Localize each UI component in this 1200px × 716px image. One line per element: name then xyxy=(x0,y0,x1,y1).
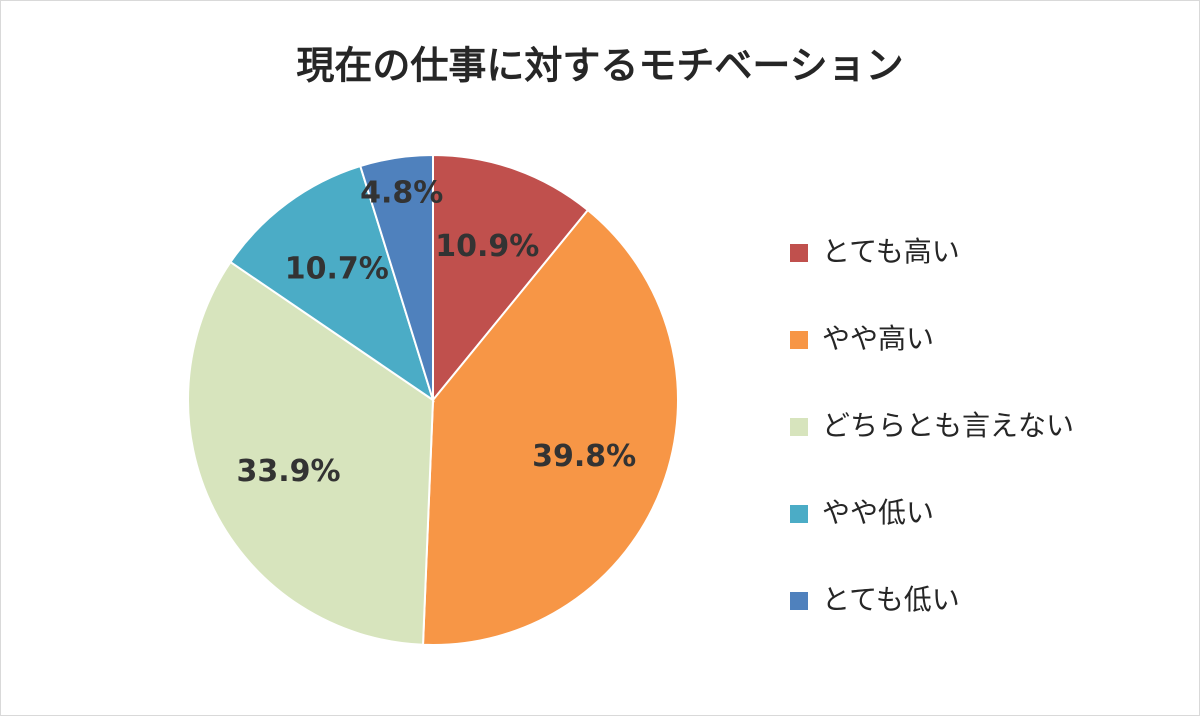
data-label: 4.8% xyxy=(360,176,443,211)
pie-slice xyxy=(421,208,679,646)
pie-slice xyxy=(229,164,435,403)
legend-swatch xyxy=(790,418,808,436)
pie-slice xyxy=(432,153,590,403)
legend-label: どちらとも言えない xyxy=(822,409,1074,442)
legend-swatch xyxy=(790,505,808,523)
pie-slice xyxy=(359,153,434,401)
data-label: 33.9% xyxy=(237,454,341,489)
chart-title: 現在の仕事に対するモチベーション xyxy=(296,44,903,88)
legend-label: やや低い xyxy=(822,496,934,529)
legend-swatch xyxy=(790,331,808,349)
legend-label: とても低い xyxy=(822,583,960,616)
data-label: 10.9% xyxy=(435,229,539,264)
legend-swatch xyxy=(790,244,808,262)
legend-swatch xyxy=(790,592,808,610)
legend-label: やや高い xyxy=(822,322,934,355)
pie-slice xyxy=(187,260,435,646)
data-label: 39.8% xyxy=(532,439,636,474)
data-label: 10.7% xyxy=(285,252,389,287)
legend-label: とても高い xyxy=(822,235,960,268)
